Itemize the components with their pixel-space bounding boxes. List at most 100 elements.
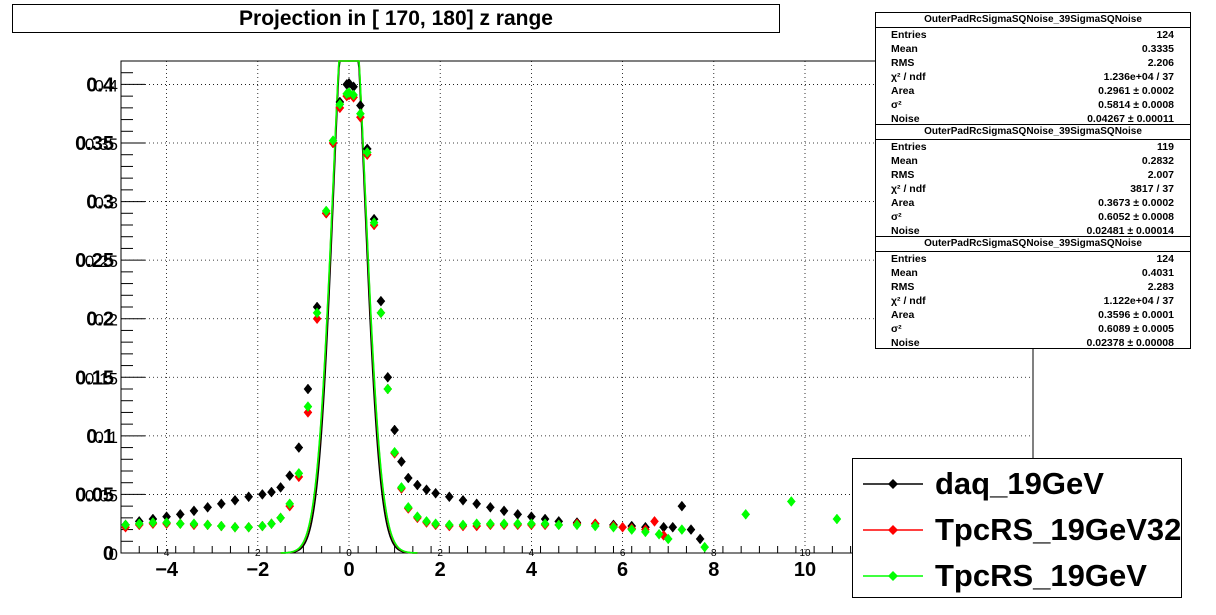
stats-row: RMS 2.283 [876,280,1190,294]
data-point-daq_19GeV [472,498,482,510]
stats-value: 0.2832 [1141,155,1174,167]
stats-key: Entries [891,253,927,265]
data-point-TpcRS_19GeV [267,518,276,530]
data-point-daq_19GeV [677,500,687,512]
x-tick-label-small: 8 [711,548,717,559]
data-point-TpcRS_19GeV [786,496,796,507]
legend-entry: TpcRS_19GeV [853,553,1181,599]
data-point-TpcRS_19GeV [276,512,285,524]
data-point-TpcRS_19GeV [285,498,295,510]
data-point-daq_19GeV [686,524,696,535]
stats-row: χ² / ndf 1.236e+04 / 37 [876,70,1190,84]
stats-key: σ² [891,99,902,111]
data-point-TpcRS_19GeV [303,401,313,412]
data-point-TpcRS_19GeV [554,519,564,531]
data-point-daq_19GeV [258,489,267,500]
stats-key: Entries [891,29,927,41]
data-point-TpcRS_19GeV [175,518,185,530]
data-point-TpcRS_19GeV [397,481,406,493]
x-tick-label-small: 6 [620,548,626,559]
stats-value: 119 [1157,141,1174,153]
data-point-TpcRS_19GeV32 [312,313,322,325]
y-tick-label: 0.25 [75,250,114,272]
data-point-TpcRS_19GeV [328,135,338,147]
stats-key: Mean [891,267,918,279]
stats-key: Area [891,197,915,209]
chart-title: Projection in [ 170, 180] z range [239,7,553,30]
data-point-TpcRS_19GeV [258,520,267,532]
y-tick-label: 0.4 [86,74,115,96]
stats-value: 2.283 [1147,281,1174,293]
stats-box: OuterPadRcSigmaSQNoise_39SigmaSQNoise Ent… [875,12,1191,125]
data-point-TpcRS_19GeV [663,533,673,545]
stats-title: OuterPadRcSigmaSQNoise_39SigmaSQNoise [876,13,1190,28]
data-point-TpcRS_19GeV [513,518,523,530]
data-point-daq_19GeV [216,498,226,510]
data-point-TpcRS_19GeV [527,518,536,530]
data-point-daq_19GeV [413,479,422,491]
data-point-daq_19GeV [203,501,212,513]
y-tick-label-overlay: 0.05 [85,486,118,505]
stats-value: 0.04267 ± 0.00011 [1087,113,1174,125]
data-point-TpcRS_19GeV [431,518,440,530]
data-point-TpcRS_19GeV [312,307,322,319]
x-tick-label: 10 [794,559,816,581]
stats-key: RMS [891,281,915,293]
data-point-TpcRS_19GeV [641,526,650,538]
data-point-TpcRS_19GeV32 [303,407,313,418]
stats-value: 124 [1156,253,1174,265]
data-point-TpcRS_19GeV [444,519,454,531]
stats-key: Noise [891,337,920,349]
y-tick-label: 0.1 [86,426,114,448]
chart-title-box: Projection in [ 170, 180] z range [12,4,780,33]
data-point-TpcRS_19GeV [321,205,331,217]
stats-value: 2.206 [1147,57,1174,69]
stats-key: Area [891,85,915,97]
data-point-daq_19GeV [383,371,393,383]
data-point-TpcRS_19GeV [677,524,687,535]
data-point-daq_19GeV [668,521,678,533]
stats-key: Noise [891,225,920,237]
data-point-daq_19GeV [431,487,440,499]
stats-key: σ² [891,323,902,335]
data-point-TpcRS_19GeV [362,146,372,158]
data-point-daq_19GeV [397,456,406,468]
legend: daq_19GeV TpcRS_19GeV32 TpcRS_19GeV [852,458,1182,598]
stats-key: χ² / ndf [891,295,926,307]
y-tick-label-overlay: 0.3 [94,194,118,213]
stats-value: 0.2961 ± 0.0002 [1098,85,1174,97]
data-point-TpcRS_19GeV [403,501,413,513]
data-point-TpcRS_19GeV [148,517,158,528]
stats-row: Mean 0.2832 [876,154,1190,168]
stats-key: Mean [891,155,918,167]
y-tick-label-overlay: 0.2 [94,311,118,330]
data-point-daq_19GeV [303,383,313,395]
legend-marker [863,571,923,581]
stats-row: Noise 0.04267 ± 0.00011 [876,112,1190,126]
data-point-TpcRS_19GeV [486,518,495,530]
data-point-daq_19GeV [486,501,495,513]
data-point-daq_19GeV [244,491,254,503]
data-point-TpcRS_19GeV [654,528,664,540]
x-tick-label-small: 2 [437,548,443,559]
data-point-daq_19GeV [276,481,285,493]
stats-row: Area 0.3673 ± 0.0002 [876,196,1190,210]
stats-value: 1.122e+04 / 37 [1103,295,1174,307]
stats-value: 1.236e+04 / 37 [1103,71,1174,83]
stats-key: RMS [891,169,915,181]
stats-row: σ² 0.5814 ± 0.0008 [876,98,1190,112]
stats-value: 0.3673 ± 0.0002 [1098,197,1174,209]
stats-key: χ² / ndf [891,183,926,195]
stats-key: Mean [891,43,918,55]
legend-entry: TpcRS_19GeV32 [853,507,1181,553]
x-tick-label-small: 2 [255,548,261,559]
data-point-TpcRS_19GeV [741,508,751,520]
y-tick-label-overlay: 0.1 [94,428,118,447]
data-point-TpcRS_19GeV [162,517,171,528]
stats-row: σ² 0.6052 ± 0.0008 [876,210,1190,224]
data-point-TpcRS_19GeV [700,541,710,553]
x-tick-label: 6 [617,559,628,581]
data-point-TpcRS_19GeV [458,519,468,531]
data-point-TpcRS_19GeV [376,307,386,319]
fit-curve-TpcRS_19GeV [280,60,418,554]
